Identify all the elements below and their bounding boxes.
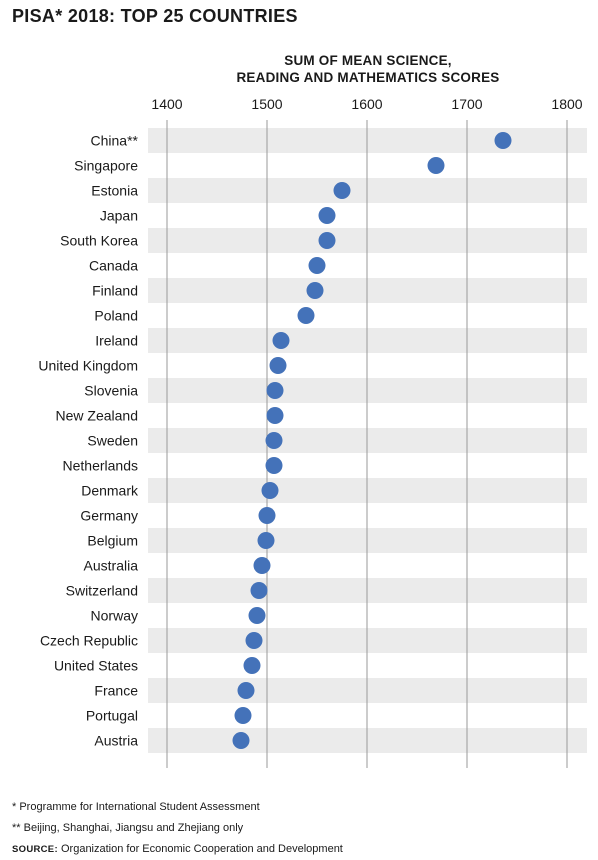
score-dot <box>266 382 284 399</box>
country-label: New Zealand <box>56 408 139 424</box>
score-dot <box>253 557 271 574</box>
score-dot <box>427 157 445 174</box>
score-dots <box>232 132 512 749</box>
score-dot <box>261 482 279 499</box>
country-label: Switzerland <box>66 583 138 599</box>
country-label: Denmark <box>81 483 139 499</box>
country-label: United States <box>54 658 138 674</box>
score-dot <box>234 707 252 724</box>
score-dot <box>265 432 283 449</box>
score-dot <box>243 657 261 674</box>
country-label: Australia <box>84 558 139 574</box>
score-dot <box>258 507 276 524</box>
country-label: Czech Republic <box>40 633 138 649</box>
x-axis-title: SUM OF MEAN SCIENCE, READING AND MATHEMA… <box>148 52 588 86</box>
footnote-china: ** Beijing, Shanghai, Jiangsu and Zhejia… <box>12 822 244 834</box>
x-tick-label: 1400 <box>151 96 182 112</box>
country-label: Netherlands <box>63 458 139 474</box>
x-axis-title-line1: SUM OF MEAN SCIENCE, <box>284 53 452 68</box>
country-label: Austria <box>94 733 138 749</box>
country-label: Singapore <box>74 158 138 174</box>
country-label: Portugal <box>86 708 138 724</box>
x-tick-labels: 1400 1500 1600 1700 1800 <box>151 96 582 112</box>
dot-plot: 1400 1500 1600 1700 1800 China** Singapore Est… <box>38 96 587 768</box>
country-label: Poland <box>94 308 138 324</box>
country-label: Canada <box>89 258 138 274</box>
country-label: Germany <box>80 508 138 524</box>
score-dot <box>266 407 284 424</box>
source-text: Organization for Economic Cooperation an… <box>60 843 343 855</box>
x-tick-label: 1800 <box>551 96 582 112</box>
gridlines <box>166 120 568 768</box>
source-label: SOURCE: <box>12 844 58 855</box>
score-dot <box>237 682 255 699</box>
score-dot <box>297 307 315 324</box>
country-label: United Kingdom <box>38 358 138 374</box>
country-label: Japan <box>100 208 138 224</box>
score-dot <box>308 257 326 274</box>
country-label: Ireland <box>95 333 138 349</box>
score-dot <box>245 632 263 649</box>
country-label: Sweden <box>87 433 138 449</box>
country-label: Belgium <box>87 533 138 549</box>
x-tick-label: 1700 <box>451 96 482 112</box>
score-dot <box>272 332 290 349</box>
x-axis-title-line2: READING AND MATHEMATICS SCORES <box>236 70 500 85</box>
score-dot <box>318 232 336 249</box>
footnotes: * Programme for International Student As… <box>12 797 343 860</box>
chart-title: PISA* 2018: TOP 25 COUNTRIES <box>12 6 298 26</box>
score-dot <box>257 532 275 549</box>
score-dot <box>248 607 266 624</box>
footnote-pisa: * Programme for International Student As… <box>12 801 260 813</box>
country-label: Norway <box>91 608 138 624</box>
country-label: France <box>94 683 138 699</box>
score-dot <box>269 357 287 374</box>
country-labels: China** Singapore Estonia Japan South Korea C… <box>38 133 139 749</box>
country-label: Slovenia <box>84 383 138 399</box>
score-dot <box>494 132 512 149</box>
score-dot <box>333 182 351 199</box>
country-label: China** <box>91 133 139 149</box>
score-dot <box>265 457 283 474</box>
score-dot <box>232 732 250 749</box>
source-note: SOURCE: Organization for Economic Cooper… <box>12 839 343 860</box>
country-label: Finland <box>92 283 138 299</box>
score-dot <box>318 207 336 224</box>
x-tick-label: 1500 <box>251 96 282 112</box>
score-dot <box>250 582 268 599</box>
score-dot <box>306 282 324 299</box>
country-label: South Korea <box>60 233 138 249</box>
x-tick-label: 1600 <box>351 96 382 112</box>
country-label: Estonia <box>91 183 138 199</box>
